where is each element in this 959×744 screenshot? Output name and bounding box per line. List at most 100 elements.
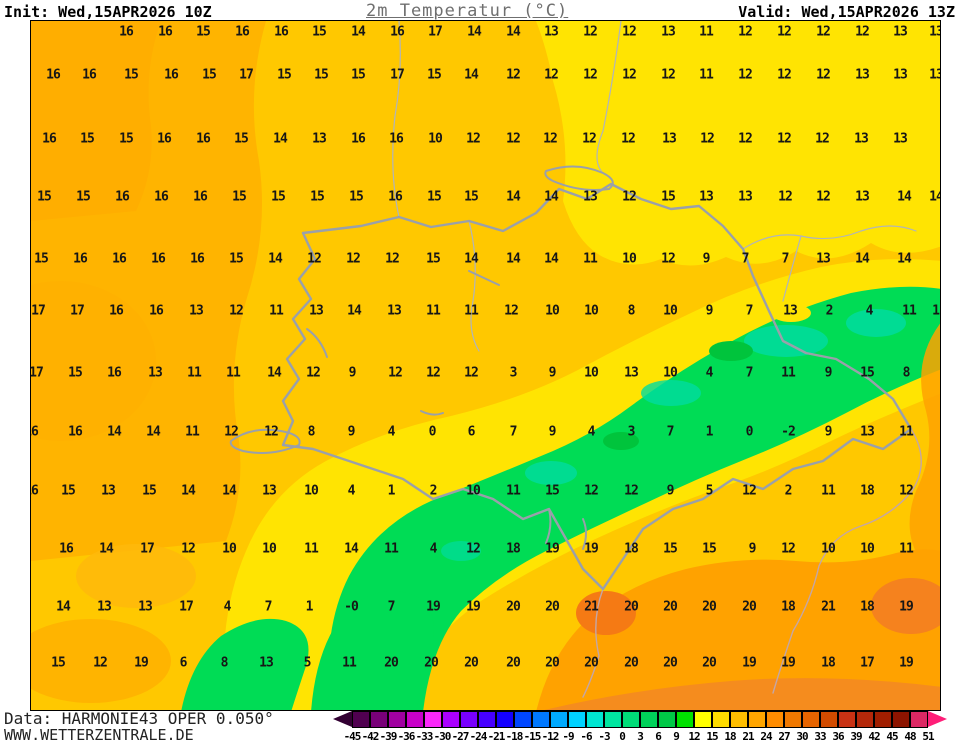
temp-value-label: 4 [705,365,714,381]
temp-value-label: 12 [506,131,521,147]
colorbar-right-arrow-icon [928,711,947,727]
temp-value-label: 14 [467,24,482,40]
temp-value-label: 11 [932,303,940,319]
temp-value-label: 12 [899,483,914,499]
colorbar-tick-label: 24 [760,730,772,743]
temp-value-label: 2 [429,483,438,499]
colorbar-segment [352,711,370,728]
temp-value-label: 20 [742,599,757,615]
temp-value-label: 9 [548,424,557,440]
temp-value-label: 12 [307,251,322,267]
temp-value-label: 11 [699,67,714,83]
colorbar-tick-label: 12 [688,730,700,743]
temp-value-label: 15 [34,251,49,267]
temp-value-label: 12 [778,189,793,205]
temp-value-label: 7 [264,599,273,615]
temp-value-label: 12 [815,131,830,147]
temp-value-label: 14 [99,541,114,557]
temp-value-label: 12 [229,303,244,319]
temp-value-label: 16 [42,131,57,147]
temp-value-label: 13 [816,251,831,267]
temp-value-label: 14 [351,24,366,40]
temp-value-label: 18 [860,483,875,499]
colorbar-segment [676,711,694,728]
temp-value-label: 12 [583,67,598,83]
temp-value-label: 2 [825,303,834,319]
temp-value-label: 16 [389,131,404,147]
temp-value-label: 16 [68,424,83,440]
temp-value-label: 20 [545,655,560,671]
temp-value-label: 16 [193,189,208,205]
temp-value-label: 16 [164,67,179,83]
temp-value-label: 20 [584,655,599,671]
temp-value-label: 12 [738,67,753,83]
temp-value-label: 9 [702,251,711,267]
temp-value-label: 13 [387,303,402,319]
temp-value-label: 10 [821,541,836,557]
colorbar-segment [496,711,514,728]
temp-value-label: 9 [824,365,833,381]
temp-value-label: 14 [344,541,359,557]
colorbar-segment [694,711,712,728]
temp-value-label: 14 [929,189,940,205]
colorbar-segment [514,711,532,728]
temp-value-label: 11 [781,365,796,381]
colorbar-tick-label: 45 [886,730,898,743]
temp-value-label: 20 [384,655,399,671]
temp-value-label: 12 [621,131,636,147]
temp-value-label: 13 [855,189,870,205]
temp-value-label: 12 [622,24,637,40]
colorbar-tick-label: -27 [451,730,470,743]
temp-value-label: 12 [464,365,479,381]
temp-value-label: 12 [583,24,598,40]
colorbar-segment [370,711,388,728]
temp-value-label: 16 [157,131,172,147]
temp-value-label: 5 [705,483,714,499]
temp-value-label: 15 [61,483,76,499]
temp-value-label: 11 [187,365,202,381]
colorbar-tick-label: -9 [562,730,574,743]
temp-value-label: 10 [584,365,599,381]
temp-value-label: 4 [347,483,356,499]
temp-value-label: 17 [179,599,194,615]
temp-value-label: 13 [855,67,870,83]
temp-value-label: 13 [893,131,908,147]
colorbar-segment [442,711,460,728]
temp-value-label: 16 [115,189,130,205]
temp-value-label: 12 [742,483,757,499]
temp-value-label: 15 [80,131,95,147]
temp-value-label: 1 [705,424,714,440]
temp-value-label: 13 [860,424,875,440]
temp-value-label: 15 [119,131,134,147]
temp-value-label: 17 [140,541,155,557]
temp-value-label: 13 [783,303,798,319]
temp-value-label: 8 [627,303,636,319]
temp-value-label: 7 [781,251,790,267]
colorbar-segment [856,711,874,728]
temp-value-label: 12 [622,189,637,205]
temp-value-label: 12 [582,131,597,147]
temp-value-label: 11 [226,365,241,381]
temp-value-label: 10 [860,541,875,557]
temp-value-label: 12 [855,24,870,40]
colorbar-segment [910,711,928,728]
temp-value-label: 13 [929,24,940,40]
colorbar-tick-label: -21 [487,730,506,743]
temp-value-label: 7 [745,365,754,381]
temp-value-label: 11 [899,424,914,440]
temp-value-label: 3 [509,365,518,381]
colorbar-tick-label: 36 [832,730,844,743]
temp-value-label: 16 [119,24,134,40]
temp-value-label: 9 [347,424,356,440]
temp-value-label: 15 [310,189,325,205]
temp-value-label: 16 [235,24,250,40]
valid-time-label: Valid: Wed,15APR2026 13Z [738,3,955,21]
temp-value-label: 16 [107,365,122,381]
temp-value-label: 16 [351,131,366,147]
temp-value-label: 12 [816,67,831,83]
temp-value-label: 16 [59,541,74,557]
temp-value-label: 12 [93,655,108,671]
temp-value-label: 15 [229,251,244,267]
temp-value-label: 15 [545,483,560,499]
temp-value-label: 18 [781,599,796,615]
